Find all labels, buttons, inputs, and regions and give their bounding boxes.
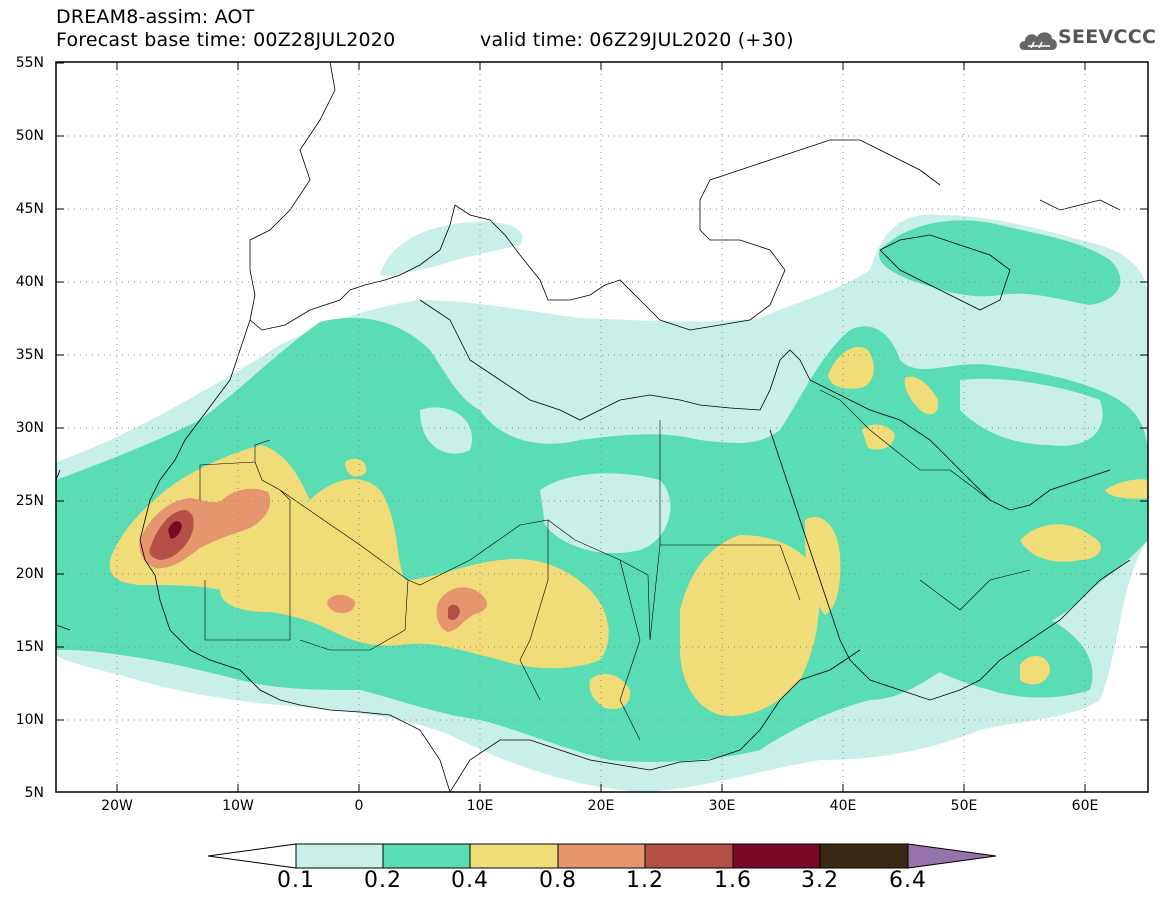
aot-band-0.4-arabia-n: [828, 346, 874, 389]
colorbar-label: 0.2: [364, 868, 402, 893]
lon-label: 40E: [829, 798, 857, 814]
coastlines: [56, 62, 1131, 792]
lat-label: 25N: [15, 493, 44, 509]
colorbar-label: 1.2: [626, 868, 664, 893]
colorbar-swatch-0.4: [469, 843, 559, 869]
cloud-logo-icon: [1019, 32, 1057, 50]
colorbar-lower-arrow: [207, 843, 297, 869]
country-borders: [199, 389, 1031, 741]
lon-label: 50E: [950, 798, 978, 814]
lat-label: 10N: [15, 712, 44, 728]
colorbar-upper-arrow: [907, 843, 997, 869]
aot-contours: [56, 214, 1148, 792]
colorbar-label: 1.6: [714, 868, 752, 893]
colorbar-label: 0.4: [451, 868, 489, 893]
colorbar-label: 3.2: [801, 868, 839, 893]
lat-label: 45N: [15, 201, 44, 217]
lat-label: 55N: [15, 55, 44, 71]
colorbar-swatch-1.6: [732, 843, 821, 869]
lon-label: 60E: [1071, 798, 1099, 814]
lat-label: 5N: [24, 785, 44, 801]
colorbar-label: 0.8: [539, 868, 577, 893]
colorbar-swatch-0.8: [557, 843, 646, 869]
aot-band-0.1-italy: [380, 221, 523, 276]
lon-label: 0: [354, 798, 364, 814]
lat-label: 30N: [15, 420, 44, 436]
logo-text: SEEVCCC: [1058, 26, 1157, 48]
lon-label: 10E: [466, 798, 494, 814]
colorbar-swatch-1.2: [644, 843, 734, 869]
lon-label: 30E: [708, 798, 736, 814]
colorbar-swatch-0.1: [295, 843, 384, 869]
forecast-base-time: Forecast base time: 00Z28JUL2020: [56, 29, 396, 51]
map-title: DREAM8-assim: AOT: [56, 6, 255, 28]
lat-label: 35N: [15, 347, 44, 363]
lat-label: 15N: [15, 639, 44, 655]
axis-ticks: [56, 62, 1148, 792]
aot-band-1.6: [168, 521, 182, 539]
lat-label: 20N: [15, 566, 44, 582]
lon-label: 10W: [222, 798, 254, 814]
lat-label: 40N: [15, 274, 44, 290]
lon-label: 20W: [101, 798, 133, 814]
aot-band-0.4-nile: [680, 535, 820, 716]
colorbar-label: 6.4: [889, 868, 927, 893]
lat-label: 50N: [15, 128, 44, 144]
colorbar: [207, 843, 997, 869]
colorbar-swatch-3.2: [819, 843, 909, 869]
colorbar-swatch-0.2: [382, 843, 471, 869]
map-frame: [55, 61, 1149, 793]
graticule: [56, 62, 1148, 792]
lon-label: 20E: [587, 798, 615, 814]
colorbar-label: 0.1: [277, 868, 315, 893]
valid-time: valid time: 06Z29JUL2020 (+30): [480, 29, 794, 51]
